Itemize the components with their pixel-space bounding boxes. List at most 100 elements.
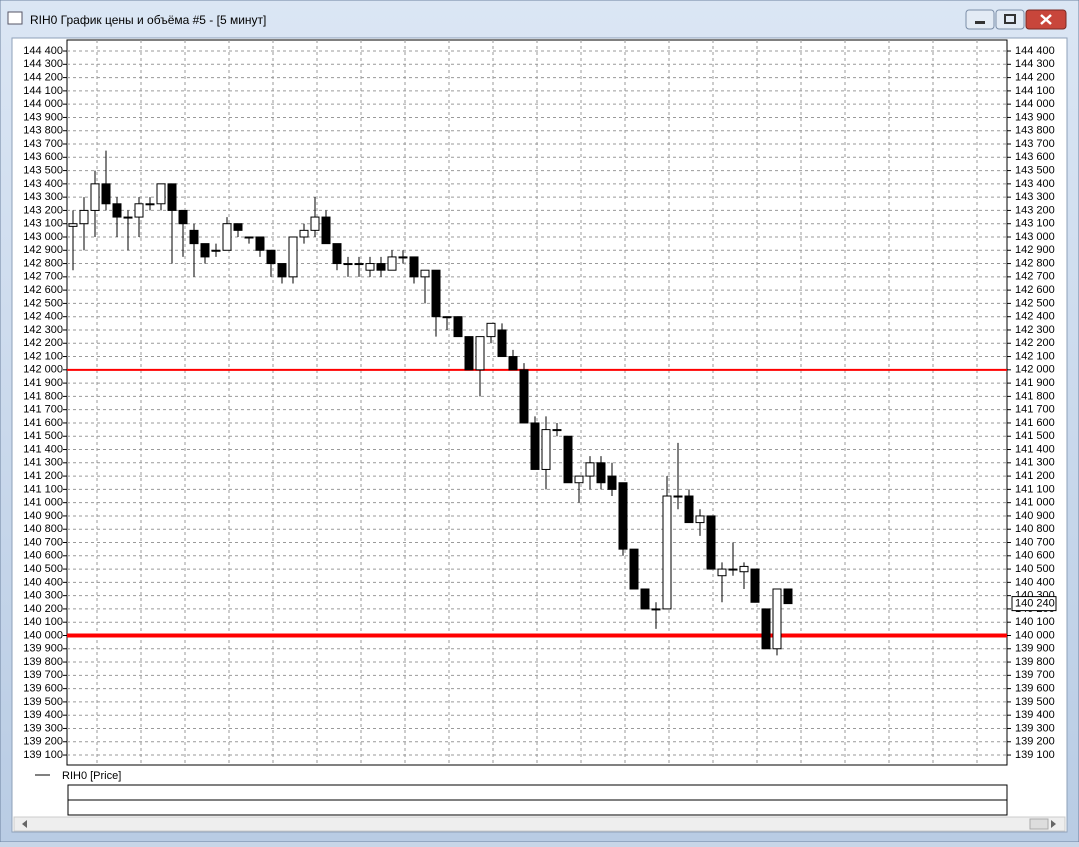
candle-body: [145, 203, 155, 206]
candle-body: [178, 209, 188, 225]
scroll-thumb[interactable]: [1029, 818, 1049, 830]
candle-body: [508, 356, 518, 371]
y-tick-label: 139 500: [23, 696, 63, 708]
candle-body: [134, 203, 144, 218]
y2-tick-label: 139 400: [1015, 709, 1055, 721]
candle-body: [244, 236, 254, 239]
y-tick-label: 142 600: [23, 284, 63, 296]
y2-tick-label: 142 000: [1015, 364, 1055, 376]
y-tick-label: 143 700: [23, 138, 63, 150]
y2-tick-label: 141 800: [1015, 390, 1055, 402]
y2-tick-label: 144 100: [1015, 85, 1055, 97]
y-tick-label: 143 800: [23, 125, 63, 137]
minimize-button[interactable]: [965, 9, 995, 30]
candle-body: [409, 256, 419, 278]
y-tick-label: 141 300: [23, 457, 63, 469]
y2-tick-label: 141 200: [1015, 470, 1055, 482]
candle-body: [772, 588, 782, 650]
y2-tick-label: 141 100: [1015, 483, 1055, 495]
y-tick-label: 141 900: [23, 377, 63, 389]
y-tick-label: 143 200: [23, 204, 63, 216]
candle-body: [387, 256, 397, 271]
candle-body: [541, 429, 551, 470]
y-tick-label: 139 200: [23, 736, 63, 748]
maximize-button[interactable]: [995, 9, 1025, 30]
y2-tick-label: 139 900: [1015, 643, 1055, 655]
scrollbar[interactable]: [13, 816, 1066, 832]
candle-body: [299, 229, 309, 238]
y2-tick-label: 144 200: [1015, 71, 1055, 83]
y-tick-label: 140 200: [23, 603, 63, 615]
y-tick-label: 144 400: [23, 45, 63, 57]
y-tick-label: 142 500: [23, 297, 63, 309]
y2-tick-label: 143 100: [1015, 218, 1055, 230]
y2-tick-label: 140 500: [1015, 563, 1055, 575]
y-tick-label: 144 000: [23, 98, 63, 110]
y2-tick-label: 142 300: [1015, 324, 1055, 336]
candle-body: [695, 515, 705, 524]
candle-body: [101, 183, 111, 205]
candle-body: [497, 329, 507, 358]
window-icon: [7, 11, 23, 25]
minimize-icon: [975, 21, 985, 24]
candle-body: [189, 229, 199, 245]
y-tick-label: 141 000: [23, 497, 63, 509]
y2-tick-label: 140 000: [1015, 629, 1055, 641]
candle-body: [288, 236, 298, 278]
close-icon: [1040, 14, 1052, 25]
y2-tick-label: 140 600: [1015, 550, 1055, 562]
y2-tick-label: 141 700: [1015, 404, 1055, 416]
y2-tick-label: 143 800: [1015, 125, 1055, 137]
y-tick-label: 141 600: [23, 417, 63, 429]
candle-body: [321, 216, 331, 245]
y2-tick-label: 140 400: [1015, 576, 1055, 588]
y-tick-label: 141 700: [23, 404, 63, 416]
y2-tick-label: 141 900: [1015, 377, 1055, 389]
y2-tick-label: 142 900: [1015, 244, 1055, 256]
y2-tick-label: 139 600: [1015, 683, 1055, 695]
y2-tick-label: 143 600: [1015, 151, 1055, 163]
y-tick-label: 141 200: [23, 470, 63, 482]
maximize-icon: [1004, 14, 1016, 24]
y2-tick-label: 141 000: [1015, 497, 1055, 509]
y-tick-label: 144 100: [23, 85, 63, 97]
y2-tick-label: 139 200: [1015, 736, 1055, 748]
y2-tick-label: 143 200: [1015, 204, 1055, 216]
y2-tick-label: 143 000: [1015, 231, 1055, 243]
y-tick-label: 144 300: [23, 58, 63, 70]
candle-body: [750, 568, 760, 603]
y-tick-label: 143 300: [23, 191, 63, 203]
scroll-left[interactable]: [22, 820, 27, 828]
y-tick-label: 142 400: [23, 311, 63, 323]
y2-tick-label: 139 300: [1015, 722, 1055, 734]
candle-body: [574, 475, 584, 484]
y-tick-label: 140 000: [23, 629, 63, 641]
y-tick-label: 142 700: [23, 271, 63, 283]
candle-body: [761, 608, 771, 650]
y2-tick-label: 142 600: [1015, 284, 1055, 296]
candle-body: [442, 316, 452, 319]
y-tick-label: 140 900: [23, 510, 63, 522]
candle-body: [717, 568, 727, 577]
candle-body: [332, 243, 342, 265]
legend-label: RIH0 [Price]: [62, 770, 121, 782]
y-tick-label: 140 500: [23, 563, 63, 575]
y-tick-label: 140 800: [23, 523, 63, 535]
y2-tick-label: 141 600: [1015, 417, 1055, 429]
candle-body: [618, 482, 628, 550]
candle-body: [376, 263, 386, 271]
candle-body: [486, 322, 496, 338]
y-tick-label: 142 800: [23, 257, 63, 269]
candle-body: [640, 588, 650, 610]
candle-body: [563, 435, 573, 484]
y2-tick-label: 144 400: [1015, 45, 1055, 57]
scroll-right[interactable]: [1051, 820, 1056, 828]
y2-tick-label: 142 700: [1015, 271, 1055, 283]
candle-body: [662, 495, 672, 610]
candle-body: [365, 263, 375, 271]
candle-body: [266, 249, 276, 265]
y-tick-label: 139 100: [23, 749, 63, 761]
y-tick-label: 141 800: [23, 390, 63, 402]
candle-body: [519, 369, 529, 424]
